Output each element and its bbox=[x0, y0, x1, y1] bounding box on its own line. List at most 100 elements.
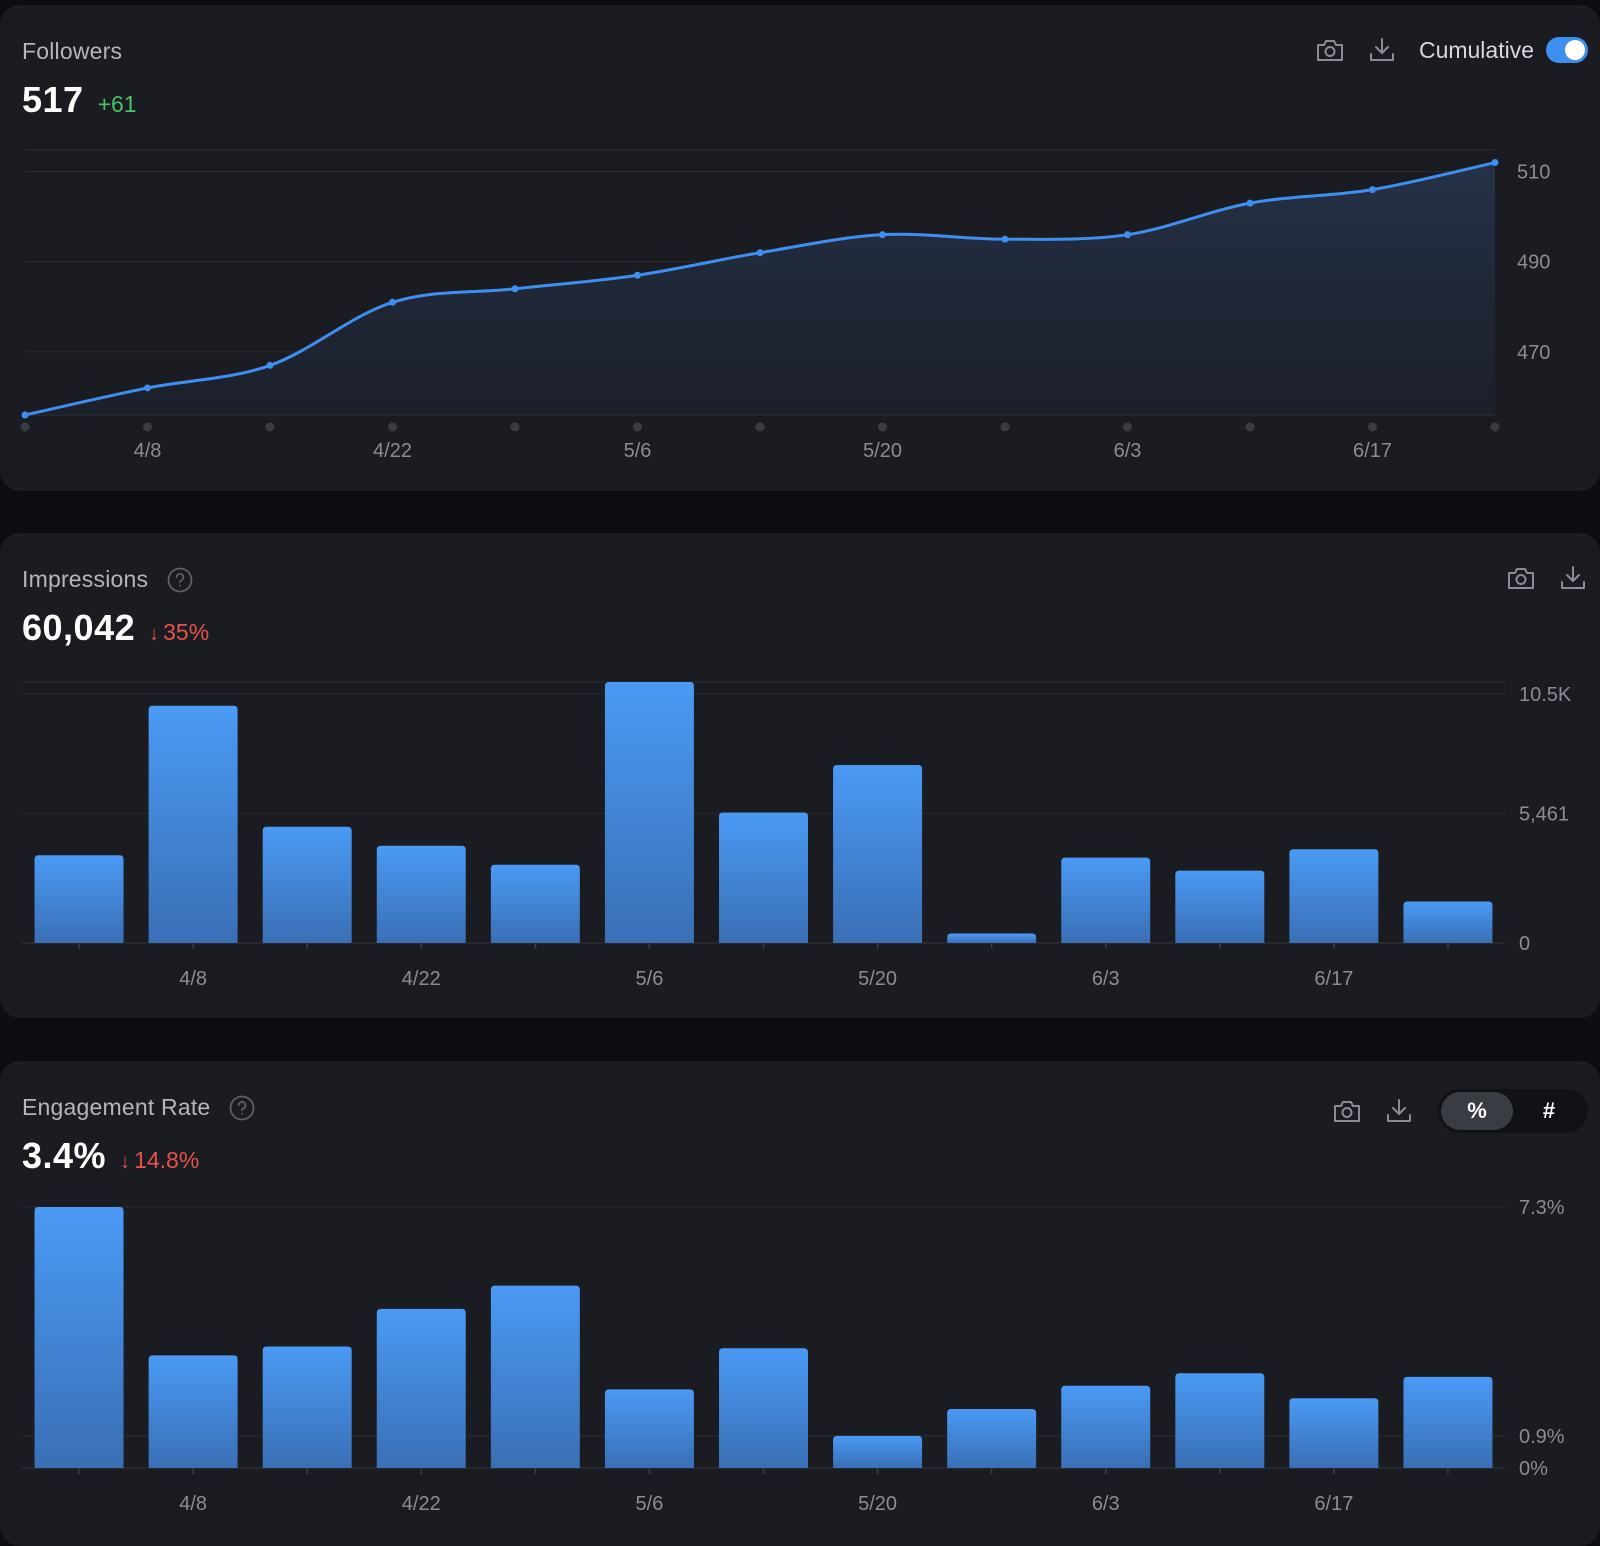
bar bbox=[1289, 1398, 1379, 1468]
x-tick-label: 6/3 bbox=[1092, 1493, 1120, 1515]
bar bbox=[1175, 870, 1265, 943]
toggle-knob bbox=[1565, 40, 1585, 60]
unit-segmented-control: % # bbox=[1438, 1089, 1588, 1133]
data-point bbox=[1246, 199, 1254, 207]
followers-value: 517 bbox=[22, 79, 84, 120]
y-tick-label: 510 bbox=[1517, 162, 1550, 184]
x-tick-label: 5/20 bbox=[858, 1493, 897, 1515]
y-tick-label: 7.3% bbox=[1519, 1197, 1565, 1219]
bar bbox=[490, 1285, 580, 1468]
bar bbox=[719, 812, 808, 943]
download-icon[interactable] bbox=[1384, 1096, 1414, 1126]
x-tick-label: 5/20 bbox=[858, 968, 897, 990]
x-tick-dot bbox=[388, 422, 397, 432]
x-tick-label: 4/8 bbox=[179, 1493, 207, 1515]
x-tick-dot bbox=[265, 422, 275, 432]
y-tick-label: 470 bbox=[1517, 342, 1550, 364]
x-tick-label: 6/17 bbox=[1314, 968, 1353, 990]
data-point bbox=[756, 249, 764, 257]
x-tick-dot bbox=[1123, 422, 1132, 432]
x-tick-dot bbox=[143, 422, 152, 432]
x-tick-label: 4/8 bbox=[134, 440, 162, 462]
bar bbox=[262, 1346, 352, 1468]
x-tick-dot bbox=[633, 422, 642, 432]
bar bbox=[833, 1435, 923, 1468]
camera-icon[interactable] bbox=[1506, 563, 1536, 593]
x-tick-dot bbox=[1000, 422, 1010, 432]
count-segment-button[interactable]: # bbox=[1542, 1098, 1556, 1123]
engagement-title-wrap: Engagement Rate bbox=[22, 1094, 255, 1121]
x-tick-label: 5/6 bbox=[636, 968, 664, 990]
followers-metric: 517 +61 bbox=[22, 79, 137, 121]
y-tick-label: 10.5K bbox=[1519, 684, 1572, 706]
data-point bbox=[1491, 159, 1499, 167]
impressions-delta: ↓ 35% bbox=[149, 619, 209, 646]
data-point bbox=[1124, 231, 1131, 239]
download-icon[interactable] bbox=[1367, 35, 1397, 65]
download-icon[interactable] bbox=[1558, 563, 1588, 593]
x-tick-label: 6/3 bbox=[1114, 440, 1142, 462]
bar bbox=[1061, 1385, 1151, 1468]
engagement-chart: 0% 0.9% 7.3% 4/8 4/22 5/6 5/20 6/3 6/17 bbox=[22, 1197, 1565, 1515]
x-tick-label: 4/22 bbox=[373, 440, 412, 462]
y-tick-label: 490 bbox=[1517, 252, 1550, 274]
y-tick-label: 0.9% bbox=[1519, 1426, 1565, 1448]
followers-delta: +61 bbox=[97, 91, 137, 117]
camera-icon[interactable] bbox=[1315, 35, 1345, 65]
x-tick-label: 6/3 bbox=[1092, 968, 1120, 990]
bar bbox=[947, 933, 1037, 943]
x-tick-label: 5/6 bbox=[636, 1493, 664, 1515]
area-fill bbox=[25, 162, 1495, 415]
x-tick-label: 4/22 bbox=[402, 1493, 441, 1515]
data-point bbox=[21, 411, 29, 419]
x-tick-label: 4/22 bbox=[402, 968, 441, 990]
bar bbox=[947, 1409, 1037, 1468]
data-point bbox=[1001, 235, 1009, 243]
engagement-title: Engagement Rate bbox=[22, 1094, 211, 1120]
x-tick-dot bbox=[1368, 422, 1377, 432]
x-tick-label: 6/17 bbox=[1353, 440, 1392, 462]
cumulative-toggle[interactable] bbox=[1546, 37, 1588, 63]
x-tick-label: 5/20 bbox=[863, 440, 902, 462]
bar bbox=[34, 855, 124, 943]
bar bbox=[376, 845, 466, 943]
data-point bbox=[144, 384, 151, 392]
data-point bbox=[634, 271, 641, 279]
data-point bbox=[511, 285, 519, 293]
bar bbox=[376, 1308, 466, 1468]
down-arrow-icon: ↓ bbox=[120, 1151, 131, 1173]
impressions-value: 60,042 bbox=[22, 607, 136, 648]
cumulative-label: Cumulative bbox=[1418, 36, 1534, 63]
data-point bbox=[879, 231, 886, 239]
bar bbox=[1175, 1373, 1265, 1468]
bar bbox=[719, 1348, 808, 1468]
x-tick-dot bbox=[755, 422, 765, 432]
bar bbox=[148, 705, 238, 943]
engagement-delta-value: 14.8% bbox=[134, 1147, 200, 1173]
bar bbox=[262, 826, 352, 943]
impressions-chart: 0 5,461 10.5K 4/8 4/22 5/6 5/20 6/3 6/17 bbox=[22, 681, 1572, 990]
y-tick-label: 0% bbox=[1519, 1458, 1548, 1480]
camera-icon[interactable] bbox=[1332, 1096, 1362, 1126]
engagement-metric: 3.4% ↓ 14.8% bbox=[22, 1135, 199, 1177]
x-tick-dot bbox=[20, 422, 30, 432]
impressions-metric: 60,042 ↓ 35% bbox=[22, 607, 209, 649]
impressions-delta-value: 35% bbox=[163, 619, 210, 645]
x-tick-dot bbox=[1245, 422, 1255, 432]
data-point bbox=[389, 298, 396, 306]
bar bbox=[1289, 849, 1379, 943]
data-point bbox=[266, 361, 274, 369]
help-icon[interactable] bbox=[167, 567, 193, 593]
percent-segment-button[interactable]: % bbox=[1441, 1092, 1513, 1130]
x-tick-label: 6/17 bbox=[1314, 1493, 1353, 1515]
help-icon[interactable] bbox=[229, 1095, 255, 1121]
bar bbox=[833, 765, 923, 943]
y-tick-label: 5,461 bbox=[1519, 803, 1569, 825]
data-point bbox=[1369, 186, 1376, 194]
bar bbox=[604, 682, 694, 943]
bar bbox=[148, 1355, 238, 1468]
engagement-delta: ↓ 14.8% bbox=[120, 1147, 199, 1174]
x-tick-label: 4/8 bbox=[179, 968, 207, 990]
bar bbox=[1403, 901, 1493, 943]
followers-chart: 470 490 510 4/8 4/22 5/6 5/20 6/3 6/17 bbox=[20, 149, 1550, 462]
